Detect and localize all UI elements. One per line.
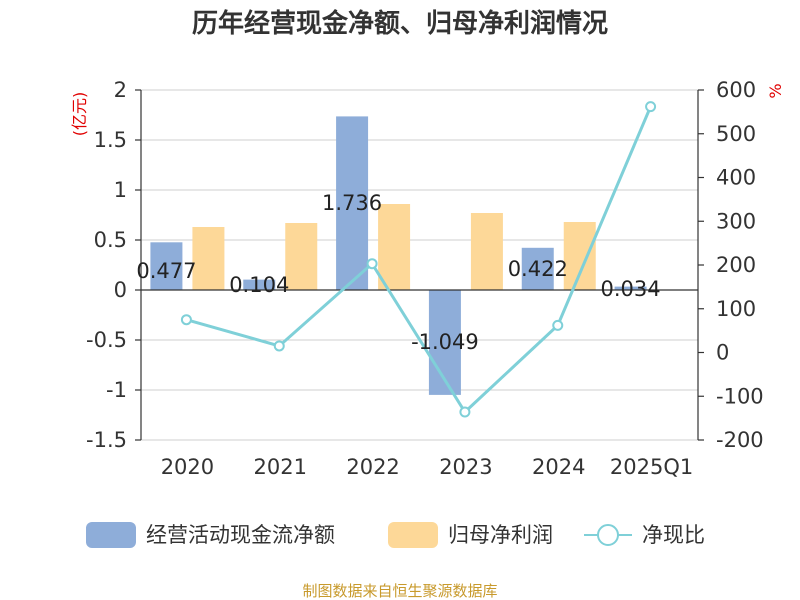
right-tick-label-7: -100 <box>716 384 764 408</box>
cashflow-label-2022: 1.736 <box>322 191 382 215</box>
right-tick-label-1: 500 <box>716 122 756 146</box>
left-tick-label-6: -1 <box>106 378 127 402</box>
data-labels: 0.477 0.104 1.736 -1.049 0.422 0.034 <box>136 191 660 354</box>
x-tick-label-2022: 2022 <box>346 455 399 479</box>
profit-bars <box>192 204 596 290</box>
ratio-polyline <box>186 106 652 415</box>
right-axis-ticks: 600 500 400 300 200 100 0 -100 -200 <box>716 78 764 452</box>
left-tick-label-1: 1.5 <box>94 128 127 152</box>
cashflow-bars <box>150 116 647 395</box>
right-tick-label-8: -200 <box>716 428 764 452</box>
ratio-line <box>180 101 657 418</box>
x-tick-label-2023: 2023 <box>439 455 492 479</box>
profit-bar-2020 <box>192 227 225 290</box>
profit-bar-2021 <box>285 223 318 290</box>
right-tick-label-6: 0 <box>716 341 729 365</box>
left-tick-label-7: -1.5 <box>86 428 127 452</box>
profit-bar-2022 <box>378 204 411 290</box>
x-tick-label-2021: 2021 <box>254 455 307 479</box>
right-tick-label-0: 600 <box>716 78 756 102</box>
ratio-point-2023 <box>459 406 471 418</box>
cashflow-label-2023: -1.049 <box>411 330 479 354</box>
right-tick-label-2: 400 <box>716 166 756 190</box>
cashflow-bar-2025Q1 <box>614 286 647 290</box>
legend-swatch-cashflow <box>86 522 136 548</box>
left-tick-label-2: 1 <box>114 178 127 202</box>
ratio-point-2021 <box>273 340 285 352</box>
left-tick-label-5: -0.5 <box>86 328 127 352</box>
chart-title: 历年经营现金净额、归母净利润情况 <box>192 8 608 39</box>
left-tick-label-3: 0.5 <box>94 228 127 252</box>
cashflow-bar-2020 <box>150 242 183 290</box>
left-axis-unit: (亿元) <box>70 92 89 137</box>
ratio-point-2020 <box>180 314 192 326</box>
cashflow-bar-2022 <box>336 116 369 291</box>
ratio-point-2025Q1 <box>645 101 657 113</box>
right-tick-label-4: 200 <box>716 253 756 277</box>
right-axis-unit: % <box>766 83 785 98</box>
cashflow-label-2024: 0.422 <box>508 257 568 281</box>
cashflow-bar-2021 <box>243 279 276 290</box>
axes <box>135 89 704 441</box>
grid-lines <box>141 89 698 441</box>
source-note: 制图数据来自恒生聚源数据库 <box>302 582 497 600</box>
profit-bar-2024 <box>563 222 596 290</box>
legend: 经营活动现金流净额 归母净利润 净现比 <box>86 522 705 548</box>
ratio-point-2022 <box>366 258 378 270</box>
ratio-point-2024 <box>552 319 564 331</box>
legend-marker-ratio <box>597 524 619 546</box>
legend-label-cashflow: 经营活动现金流净额 <box>146 523 335 547</box>
legend-swatch-profit <box>388 522 438 548</box>
right-tick-label-3: 300 <box>716 209 756 233</box>
right-tick-label-5: 100 <box>716 297 756 321</box>
cashflow-label-2020: 0.477 <box>136 259 196 283</box>
legend-label-ratio: 净现比 <box>642 523 705 547</box>
cashflow-label-2025Q1: 0.034 <box>601 277 661 301</box>
cashflow-bar-2024 <box>521 247 554 290</box>
profit-bar-2023 <box>470 213 503 290</box>
legend-label-profit: 归母净利润 <box>448 523 553 547</box>
left-axis-ticks: 2 1.5 1 0.5 0 -0.5 -1 -1.5 <box>86 78 127 452</box>
x-tick-label-2025Q1: 2025Q1 <box>610 455 693 479</box>
left-tick-label-4: 0 <box>114 278 127 302</box>
x-axis-ticks: 2020 2021 2022 2023 2024 2025Q1 <box>161 455 694 479</box>
cashflow-label-2021: 0.104 <box>229 273 289 297</box>
x-tick-label-2020: 2020 <box>161 455 214 479</box>
left-tick-label-0: 2 <box>114 78 127 102</box>
x-tick-label-2024: 2024 <box>532 455 585 479</box>
